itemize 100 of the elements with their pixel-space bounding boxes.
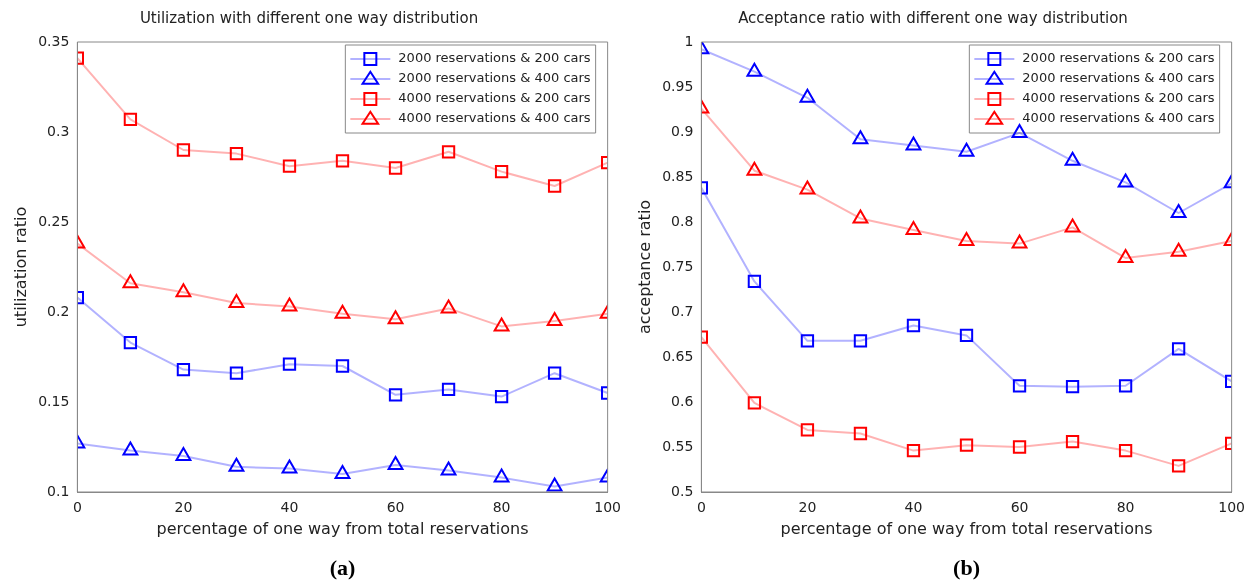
point bbox=[282, 159, 297, 173]
point bbox=[440, 461, 457, 476]
point bbox=[959, 438, 974, 452]
point bbox=[228, 294, 245, 308]
point bbox=[441, 145, 456, 159]
y-tick-label: 0.95 bbox=[662, 77, 694, 94]
point bbox=[959, 328, 974, 343]
y-tick-label: 0.5 bbox=[671, 482, 694, 499]
point bbox=[335, 154, 350, 168]
y-tick-label: 0.15 bbox=[38, 392, 70, 409]
x-tick-label: 100 bbox=[1218, 499, 1246, 516]
y-tick-label: 0.1 bbox=[47, 482, 70, 499]
x-axis-title: percentage of one way from total reservations bbox=[156, 518, 529, 538]
y-tick-label: 0.7 bbox=[671, 302, 694, 319]
point bbox=[1011, 234, 1028, 249]
chart-title: Acceptance ratio with different one way distribution bbox=[738, 8, 1128, 27]
point bbox=[388, 388, 403, 402]
x-tick-label: 40 bbox=[904, 499, 923, 516]
x-tick-label: 20 bbox=[174, 499, 193, 516]
x-tick-label: 0 bbox=[696, 499, 706, 516]
y-axis-title: utilization ratio bbox=[10, 206, 30, 328]
point bbox=[440, 299, 457, 314]
point bbox=[228, 457, 245, 472]
point bbox=[282, 357, 297, 371]
point bbox=[906, 443, 921, 458]
point bbox=[229, 366, 244, 380]
point bbox=[176, 362, 191, 377]
y-tick-label: 0.25 bbox=[38, 212, 70, 229]
y-tick-label: 0.65 bbox=[662, 347, 694, 364]
y-tick-label: 0.9 bbox=[671, 122, 694, 139]
point bbox=[853, 334, 868, 348]
legend-label: 4000 reservations & 200 cars bbox=[398, 90, 591, 106]
point bbox=[747, 396, 762, 410]
point bbox=[122, 274, 139, 289]
legend-label: 4000 reservations & 200 cars bbox=[1022, 90, 1215, 106]
point bbox=[1118, 443, 1133, 458]
point bbox=[1117, 173, 1134, 188]
legend-label: 4000 reservations & 400 cars bbox=[398, 110, 591, 126]
point bbox=[1011, 123, 1028, 138]
x-tick-label: 40 bbox=[280, 499, 299, 516]
y-tick-label: 0.75 bbox=[662, 257, 694, 274]
point bbox=[1012, 379, 1027, 393]
point bbox=[546, 312, 563, 326]
point bbox=[281, 297, 298, 312]
point bbox=[746, 161, 763, 176]
point bbox=[547, 366, 562, 380]
point bbox=[493, 468, 510, 483]
point bbox=[1171, 459, 1186, 473]
point bbox=[176, 143, 191, 157]
text: (a) bbox=[329, 555, 356, 580]
point bbox=[746, 62, 763, 77]
point bbox=[441, 382, 456, 397]
x-tick-label: 20 bbox=[798, 499, 817, 516]
point bbox=[123, 335, 138, 350]
legend-label: 2000 reservations & 400 cars bbox=[1022, 70, 1215, 86]
point bbox=[905, 136, 922, 151]
x-tick-label: 80 bbox=[492, 499, 511, 516]
x-axis-title: percentage of one way from total reservations bbox=[780, 518, 1153, 538]
point bbox=[229, 146, 244, 161]
legend-label: 2000 reservations & 400 cars bbox=[398, 70, 591, 86]
point bbox=[905, 221, 922, 236]
y-tick-label: 0.35 bbox=[38, 32, 70, 49]
point bbox=[175, 283, 192, 298]
point bbox=[334, 465, 351, 479]
point bbox=[547, 179, 562, 193]
y-tick-label: 0.85 bbox=[662, 167, 694, 184]
point bbox=[852, 209, 869, 224]
y-tick-label: 0.8 bbox=[671, 212, 694, 229]
point bbox=[334, 304, 351, 319]
point bbox=[799, 88, 816, 103]
point bbox=[494, 164, 509, 179]
point bbox=[546, 477, 563, 492]
point bbox=[800, 334, 815, 348]
point bbox=[1170, 204, 1187, 218]
legend-label: 2000 reservations & 200 cars bbox=[398, 50, 591, 66]
x-tick-label: 0 bbox=[72, 499, 82, 516]
y-tick-label: 0.2 bbox=[47, 302, 70, 319]
legend-label: 4000 reservations & 400 cars bbox=[1022, 110, 1215, 126]
point bbox=[906, 318, 921, 333]
point bbox=[853, 426, 868, 441]
y-tick-label: 0.6 bbox=[671, 392, 694, 409]
point bbox=[387, 310, 404, 325]
y-tick-label: 1 bbox=[684, 32, 694, 49]
point bbox=[175, 447, 192, 461]
x-tick-label: 60 bbox=[1010, 499, 1029, 516]
point bbox=[852, 130, 869, 145]
y-tick-label: 0.55 bbox=[662, 437, 694, 454]
point bbox=[387, 456, 404, 470]
point bbox=[800, 423, 815, 437]
x-tick-label: 100 bbox=[594, 499, 622, 516]
point bbox=[1065, 434, 1080, 449]
point bbox=[1170, 242, 1187, 257]
point bbox=[1065, 380, 1080, 394]
point bbox=[1118, 379, 1133, 393]
point bbox=[493, 317, 510, 332]
point bbox=[335, 359, 350, 373]
point bbox=[388, 161, 403, 175]
point bbox=[958, 231, 975, 246]
point bbox=[799, 180, 816, 195]
x-tick-label: 80 bbox=[1116, 499, 1135, 516]
